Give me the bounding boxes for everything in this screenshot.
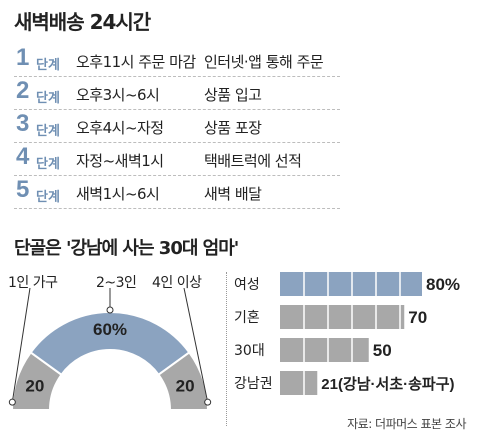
bar (280, 371, 318, 395)
gauge-category-label: 2~3인 (96, 275, 137, 291)
step-row: 2 단계 오후3시~6시 상품 입고 (14, 77, 340, 110)
leader-line (183, 288, 209, 403)
leader-dot (8, 398, 16, 406)
bar-value-label: 50 (373, 341, 392, 360)
gauge-value-label: 20 (176, 377, 195, 396)
bar-category-label: 강남권 (234, 376, 273, 392)
step-description: 택배트럭에 선적 (204, 152, 302, 170)
step-label: 단계 (36, 190, 60, 205)
step-label: 단계 (36, 124, 60, 139)
step-label: 단계 (36, 91, 60, 106)
gauge-category-label: 4인 이상 (152, 275, 202, 291)
step-time: 오후3시~6시 (76, 86, 160, 104)
step-label: 단계 (36, 157, 60, 172)
gauge-segment (29, 311, 191, 377)
source-note: 자료: 더파머스 표본 조사 (347, 417, 466, 431)
bar-value-label: 70 (408, 308, 427, 327)
bar-value-label: 80% (426, 275, 460, 294)
demographic-bar-chart: 여성 80% 기혼 70 30대 50 강남권 21(강남·서초·송파구) (234, 272, 460, 395)
gauge-value-label: 20 (25, 377, 44, 396)
leader-dot (106, 306, 114, 314)
bar-category-label: 30대 (234, 343, 265, 359)
step-number: 4 (16, 143, 30, 170)
step-time: 오후4시~자정 (76, 119, 164, 137)
bar-category-label: 기혼 (234, 310, 260, 326)
chart-subtitle: 단골은 '강남에 사는 30대 엄마' (14, 238, 239, 259)
step-description: 상품 포장 (204, 119, 262, 137)
step-number: 5 (16, 176, 30, 203)
step-label: 단계 (36, 58, 60, 73)
page-title: 새벽배송 24시간 (14, 10, 151, 34)
leader-line (11, 288, 31, 403)
step-row: 5 단계 새벽1시~6시 새벽 배달 (14, 176, 340, 209)
household-gauge-chart: 20 60% 20 (8, 288, 212, 411)
step-description: 상품 입고 (204, 86, 262, 104)
gauge-category-label: 1인 가구 (8, 275, 58, 291)
bar (280, 338, 369, 362)
step-row: 1 단계 오후11시 주문 마감 인터넷·앱 통해 주문 (14, 44, 340, 77)
step-row: 3 단계 오후4시~자정 상품 포장 (14, 110, 340, 143)
step-time: 새벽1시~6시 (76, 185, 160, 203)
step-description: 인터넷·앱 통해 주문 (204, 53, 324, 71)
step-time: 자정~새벽1시 (76, 152, 164, 170)
step-number: 1 (16, 44, 30, 71)
step-description: 새벽 배달 (204, 185, 262, 203)
gauge-segment (157, 351, 210, 411)
step-row: 4 단계 자정~새벽1시 택배트럭에 선적 (14, 143, 340, 176)
step-list: 1 단계 오후11시 주문 마감 인터넷·앱 통해 주문 2 단계 오후3시~6… (14, 44, 340, 209)
step-time: 오후11시 주문 마감 (76, 53, 196, 71)
step-number: 2 (16, 77, 30, 104)
bar (280, 305, 405, 329)
divider (226, 272, 227, 426)
bar-value-label: 21(강남·서초·송파구) (321, 375, 454, 393)
leader-dot (204, 398, 212, 406)
gauge-value-label: 60% (93, 320, 127, 339)
bar-category-label: 여성 (234, 277, 260, 293)
step-number: 3 (16, 110, 30, 137)
